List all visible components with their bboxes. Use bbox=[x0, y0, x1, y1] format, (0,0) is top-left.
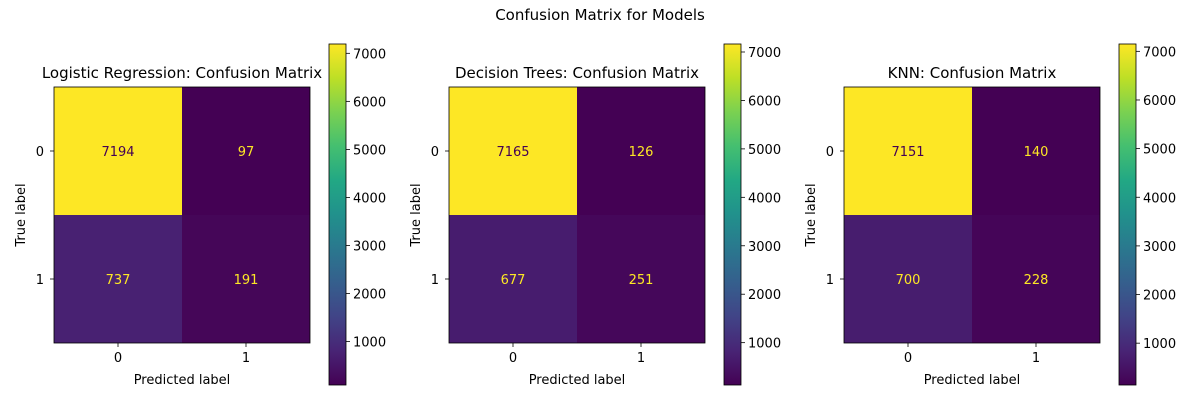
colorbar-tick-label: 3000 bbox=[353, 240, 386, 255]
heatmap-cell bbox=[449, 215, 577, 343]
colorbar-tick-label: 4000 bbox=[353, 191, 386, 206]
y-axis-label: True label bbox=[804, 183, 819, 247]
colorbar bbox=[723, 43, 742, 386]
panel-title: Logistic Regression: Confusion Matrix bbox=[42, 64, 322, 82]
x-axis-label: Predicted label bbox=[529, 373, 626, 388]
heatmap-cell bbox=[182, 87, 310, 215]
heatmap-cell bbox=[972, 87, 1100, 215]
heatmap-cell bbox=[577, 215, 705, 343]
figure-title: Confusion Matrix for Models bbox=[495, 6, 705, 24]
heatmap-frame bbox=[53, 86, 311, 344]
colorbar-tick-label: 5000 bbox=[353, 143, 386, 158]
x-tick-label: 1 bbox=[242, 351, 250, 366]
cell-value-label: 7194 bbox=[101, 145, 134, 160]
colorbar-tick-label: 6000 bbox=[353, 95, 386, 110]
colorbar-tick-label: 6000 bbox=[748, 94, 781, 109]
heatmap-frame bbox=[448, 86, 706, 344]
colorbar bbox=[1118, 43, 1137, 386]
colorbar-tick-label: 3000 bbox=[1143, 240, 1176, 255]
heatmap-cell bbox=[449, 87, 577, 215]
panel-1: 7194 97 737 191 0 1 0 1 Predicted label True labe… bbox=[14, 43, 386, 388]
colorbar-tick-label: 1000 bbox=[748, 337, 781, 352]
heatmap-cell bbox=[844, 87, 972, 215]
colorbar-tick-label: 6000 bbox=[1143, 94, 1176, 109]
cell-value-label: 7151 bbox=[891, 145, 924, 160]
cell-value-label: 677 bbox=[501, 273, 526, 288]
x-tick-label: 0 bbox=[904, 351, 912, 366]
heatmap-cell bbox=[844, 215, 972, 343]
heatmap-cell bbox=[182, 215, 310, 343]
panel-title: Decision Trees: Confusion Matrix bbox=[455, 64, 699, 82]
y-tick-label: 1 bbox=[826, 273, 834, 288]
colorbar-tick-label: 4000 bbox=[748, 191, 781, 206]
x-tick-label: 0 bbox=[114, 351, 122, 366]
colorbar bbox=[328, 43, 347, 386]
colorbar-tick-label: 3000 bbox=[748, 240, 781, 255]
heatmap-cell bbox=[54, 87, 182, 215]
panels: 7194 97 737 191 0 1 0 1 Predicted label True labe… bbox=[14, 43, 1176, 388]
colorbar-tick-label: 1000 bbox=[353, 336, 386, 351]
x-tick-label: 1 bbox=[637, 351, 645, 366]
colorbar-tick-label: 2000 bbox=[748, 288, 781, 303]
heatmap-frame bbox=[843, 86, 1101, 344]
cell-value-label: 251 bbox=[629, 273, 654, 288]
x-tick-label: 0 bbox=[509, 351, 517, 366]
y-tick-label: 0 bbox=[36, 145, 44, 160]
cell-value-label: 700 bbox=[896, 273, 921, 288]
y-axis-label: True label bbox=[14, 183, 29, 247]
colorbar-tick-label: 1000 bbox=[1143, 337, 1176, 352]
panel-2: 7165 126 677 251 0 1 0 1 Predicted label True lab… bbox=[409, 43, 781, 388]
colorbar-tick-label: 5000 bbox=[1143, 143, 1176, 158]
x-axis-label: Predicted label bbox=[134, 373, 231, 388]
heatmap-cell bbox=[54, 215, 182, 343]
x-tick-label: 1 bbox=[1032, 351, 1040, 366]
colorbar-tick-label: 7000 bbox=[748, 46, 781, 61]
cell-value-label: 737 bbox=[106, 273, 131, 288]
heatmap-cell bbox=[577, 87, 705, 215]
colorbar-tick-label: 5000 bbox=[748, 143, 781, 158]
panel-title: KNN: Confusion Matrix bbox=[888, 64, 1057, 82]
cell-value-label: 97 bbox=[238, 145, 255, 160]
cell-value-label: 140 bbox=[1024, 145, 1049, 160]
colorbar-tick-label: 2000 bbox=[1143, 289, 1176, 304]
colorbar-tick-label: 7000 bbox=[1143, 45, 1176, 60]
cell-value-label: 228 bbox=[1024, 273, 1049, 288]
cell-value-label: 7165 bbox=[496, 145, 529, 160]
heatmap-cell bbox=[972, 215, 1100, 343]
x-axis-label: Predicted label bbox=[924, 373, 1021, 388]
colorbar-tick-label: 7000 bbox=[353, 47, 386, 62]
y-axis-label: True label bbox=[409, 183, 424, 247]
colorbar-tick-label: 4000 bbox=[1143, 191, 1176, 206]
colorbar-tick-label: 2000 bbox=[353, 288, 386, 303]
y-tick-label: 1 bbox=[36, 273, 44, 288]
y-tick-label: 0 bbox=[826, 145, 834, 160]
cell-value-label: 126 bbox=[629, 145, 654, 160]
cell-value-label: 191 bbox=[234, 273, 259, 288]
panel-3: 7151 140 700 228 0 1 0 1 Predicted label True lab… bbox=[804, 43, 1176, 388]
y-tick-label: 0 bbox=[431, 145, 439, 160]
y-tick-label: 1 bbox=[431, 273, 439, 288]
